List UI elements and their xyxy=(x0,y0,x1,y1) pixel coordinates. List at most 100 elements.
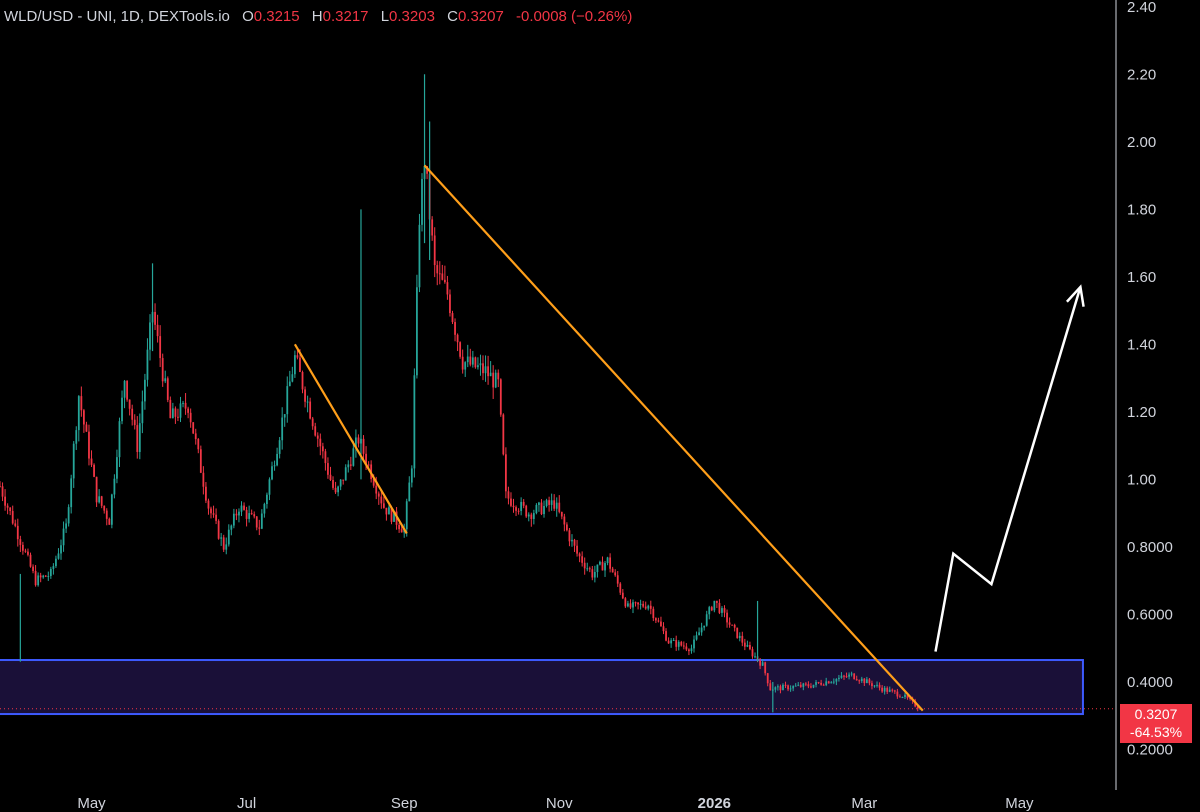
price-tick-label: 0.4000 xyxy=(1127,674,1173,691)
candle-body xyxy=(690,648,693,652)
candle-body xyxy=(441,273,444,280)
candle-body xyxy=(174,408,177,417)
candle-body xyxy=(291,374,294,382)
candle-body xyxy=(14,523,17,526)
candle-body xyxy=(375,485,378,494)
candle-body xyxy=(377,493,380,497)
candle-body xyxy=(576,545,578,554)
candle-body xyxy=(599,561,601,565)
candle-body xyxy=(194,433,197,440)
candle-body xyxy=(24,550,27,552)
support-zone-layer xyxy=(0,659,1116,716)
candle-body xyxy=(530,514,533,519)
candle-body xyxy=(446,282,449,295)
candle-body xyxy=(583,562,586,569)
candle-body xyxy=(11,511,14,524)
candle-body xyxy=(891,689,894,691)
candle-body xyxy=(164,378,167,382)
candle-body xyxy=(527,514,530,517)
candle-body xyxy=(250,513,253,515)
price-tick-label: 1.60 xyxy=(1127,269,1156,286)
candle-body xyxy=(131,408,134,420)
candle-body xyxy=(512,505,515,508)
candle-body xyxy=(497,372,500,380)
candle-body xyxy=(611,568,614,573)
candle-body xyxy=(182,402,184,404)
candle-body xyxy=(245,509,248,519)
candle-body xyxy=(639,603,642,605)
candle-body xyxy=(339,479,342,487)
low-label: L xyxy=(380,8,390,25)
candle-body xyxy=(19,539,22,545)
candle-body xyxy=(156,324,159,337)
candle-body xyxy=(479,363,482,366)
candle-body xyxy=(133,419,136,426)
candle-body xyxy=(416,287,418,376)
candle-body xyxy=(382,503,385,508)
candle-body xyxy=(550,500,553,505)
candle-body xyxy=(461,356,464,370)
candle-body xyxy=(723,608,726,613)
candle-body xyxy=(787,685,789,690)
candle-body xyxy=(893,690,896,692)
trendline xyxy=(293,343,408,534)
candles-layer xyxy=(0,74,922,713)
candle-body xyxy=(85,424,88,432)
candle-body xyxy=(271,466,273,480)
candle-body xyxy=(764,662,767,674)
candle-body xyxy=(784,684,787,686)
candle-body xyxy=(253,514,256,517)
candle-body xyxy=(510,498,512,506)
candle-body xyxy=(47,576,50,578)
candle-body xyxy=(810,686,812,688)
candle-body xyxy=(606,557,609,564)
candle-body xyxy=(266,494,268,505)
candle-body xyxy=(248,513,251,519)
candle-body xyxy=(604,563,606,571)
candle-body xyxy=(685,646,688,650)
candle-body xyxy=(672,639,675,641)
candle-body xyxy=(324,451,327,464)
candle-body xyxy=(637,602,639,605)
candle-body xyxy=(906,694,909,698)
candle-body xyxy=(901,696,904,698)
candle-body xyxy=(731,624,734,626)
candle-body xyxy=(126,380,129,400)
candle-body xyxy=(413,375,416,469)
candle-body xyxy=(804,683,807,685)
candle-body xyxy=(9,507,12,512)
support-zone-box xyxy=(0,659,1084,716)
candle-body xyxy=(609,557,612,569)
candle-body xyxy=(187,408,190,413)
candle-body xyxy=(878,684,881,688)
trendline xyxy=(423,164,924,712)
candle-body xyxy=(677,641,680,647)
candle-body xyxy=(108,518,111,525)
candle-body xyxy=(555,502,558,509)
candle-body xyxy=(471,357,474,365)
candle-body xyxy=(558,502,561,512)
time-axis: May Jul Sep Nov 2026 Mar May xyxy=(77,795,1034,812)
candle-body xyxy=(644,606,647,609)
candle-body xyxy=(144,379,146,402)
candle-body xyxy=(466,356,469,363)
candle-body xyxy=(390,507,393,522)
candle-body xyxy=(431,219,434,236)
candle-body xyxy=(700,627,703,633)
candle-body xyxy=(782,684,784,691)
candle-body xyxy=(456,334,459,343)
candle-body xyxy=(832,681,835,683)
candle-body xyxy=(263,504,266,514)
candle-body xyxy=(405,501,408,530)
candle-body xyxy=(710,607,713,611)
candle-body xyxy=(16,525,19,540)
candle-body xyxy=(588,568,591,570)
candle-body xyxy=(540,502,543,515)
candle-body xyxy=(93,464,95,477)
candle-body xyxy=(835,678,838,682)
price-tick-label: 1.20 xyxy=(1127,404,1156,421)
candle-body xyxy=(563,516,566,525)
candle-body xyxy=(311,418,314,427)
candle-body xyxy=(235,513,238,516)
